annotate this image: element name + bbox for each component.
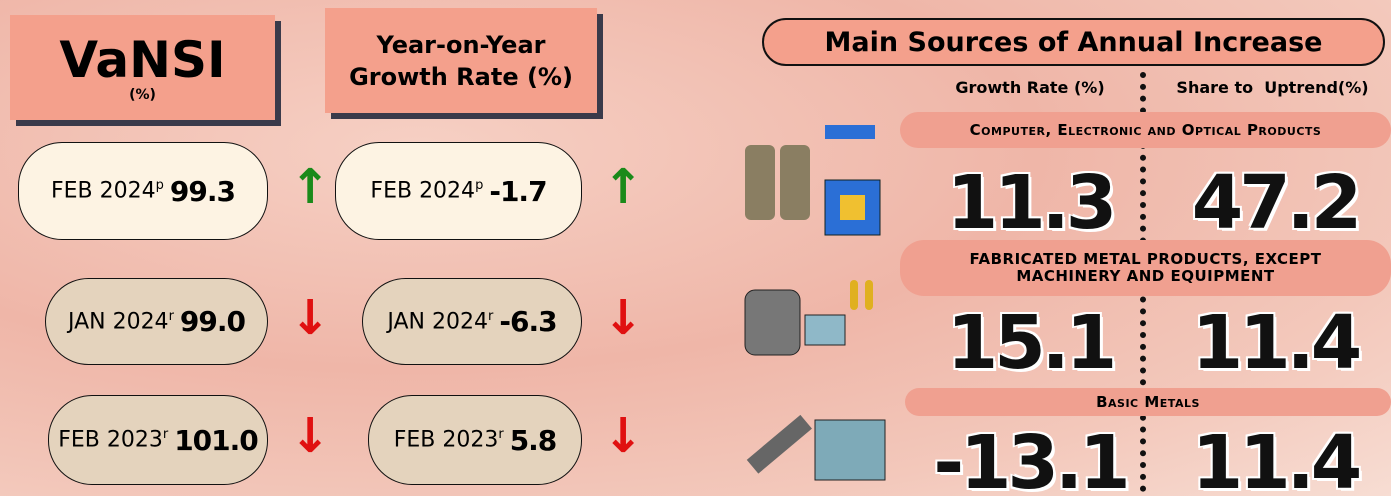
period-label: FEB 2024p	[370, 178, 484, 204]
chip-icon	[840, 195, 865, 220]
col-header: Share to Uptrend(%)	[1176, 78, 1369, 97]
index-value: 99.0	[179, 305, 246, 338]
period-pill: FEB 2023r 5.8	[368, 395, 582, 485]
right-title: Main Sources of Annual Increase	[762, 18, 1385, 66]
period-mark: p	[475, 178, 484, 194]
binocular-icon	[780, 145, 810, 220]
bullet-icon	[850, 280, 858, 310]
period-mark: r	[488, 308, 494, 324]
trend-arrow: ↑	[290, 159, 331, 215]
period-label: FEB 2023r	[393, 427, 504, 453]
period-pill: JAN 2024r 99.0	[45, 278, 268, 365]
trend-arrow: ↑	[603, 159, 644, 215]
icons	[744, 125, 886, 481]
trend-arrow: ↓	[290, 408, 331, 464]
vansi-unit: (%)	[129, 86, 156, 103]
period-pill: FEB 2024p -1.7	[335, 142, 582, 240]
index-value: 99.3	[169, 174, 236, 208]
bucket-icon	[744, 289, 801, 356]
period-pill: FEB 2023r 101.0	[48, 395, 268, 485]
trend-arrow: ↓	[603, 408, 644, 464]
period-pill: JAN 2024r -6.3	[362, 278, 582, 365]
period-pill: FEB 2024p 99.3	[18, 142, 268, 240]
sector-name: Computer, Electronic and Optical Product…	[900, 112, 1391, 148]
share-value: 11.4	[1191, 300, 1363, 386]
trend-arrow: ↓	[290, 289, 331, 346]
period-label: JAN 2024r	[67, 308, 174, 335]
period-mark: r	[162, 427, 169, 443]
index-value: -6.3	[499, 305, 557, 338]
period-label: JAN 2024r	[387, 308, 494, 335]
growth-value: 11.3	[946, 160, 1118, 246]
period-label: FEB 2024p	[51, 178, 164, 204]
binocular-icon	[745, 145, 775, 220]
tower-icon	[804, 314, 846, 346]
index-value: 5.8	[509, 423, 558, 457]
period-label: FEB 2023r	[58, 427, 169, 453]
index-value: 101.0	[174, 423, 259, 457]
period-mark: r	[498, 427, 504, 443]
period-mark: r	[168, 308, 174, 324]
bar-icon	[746, 414, 812, 474]
bullet-icon	[865, 280, 873, 310]
trend-arrow: ↓	[603, 289, 644, 346]
growth-value: 15.1	[946, 300, 1118, 386]
sheet-icon	[814, 419, 886, 481]
col-header: Growth Rate (%)	[955, 78, 1105, 97]
sector-name: Basic Metals	[905, 388, 1391, 416]
vansi-title: VaNSI	[59, 30, 226, 89]
yoy-header: Year-on-Year Growth Rate (%)	[325, 8, 597, 113]
period-mark: p	[155, 178, 164, 194]
cable-icon	[825, 125, 875, 139]
vansi-header: VaNSI (%)	[10, 15, 275, 120]
sector-name: FABRICATED METAL PRODUCTS, EXCEPT MACHIN…	[900, 240, 1391, 296]
growth-value: -13.1	[933, 420, 1130, 496]
index-value: -1.7	[489, 174, 547, 208]
share-value: 11.4	[1191, 420, 1363, 496]
share-value: 47.2	[1191, 160, 1363, 246]
